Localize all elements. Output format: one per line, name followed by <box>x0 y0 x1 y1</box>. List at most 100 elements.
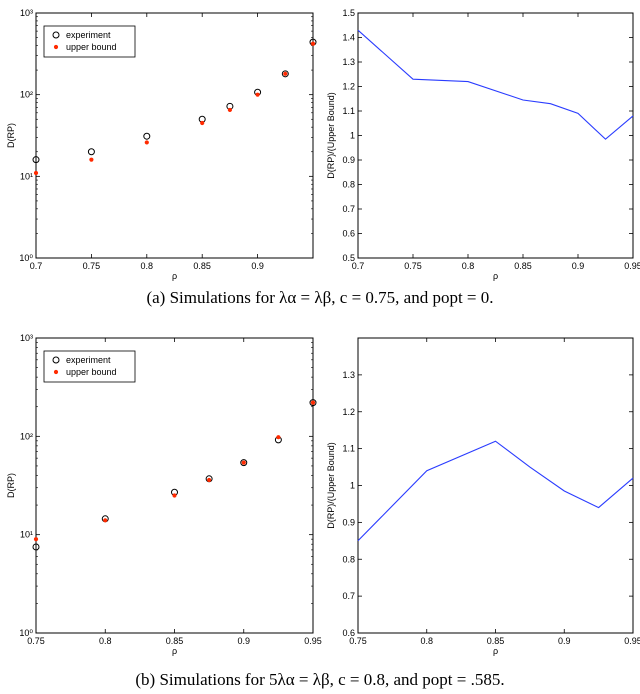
panel-b-right-chart: 0.75 0.8 0.85 0.9 0.95 0.6 0.7 0.8 0.9 1 1.1 1.2 1.3… <box>326 337 640 656</box>
x-tick-label: 0.9 <box>237 636 250 646</box>
x-axis-label: ρ <box>493 646 498 656</box>
x-tick-label: 0.9 <box>558 636 571 646</box>
caption-b: (b) Simulations for 5λα = λβ, c = 0.8, a… <box>135 670 504 689</box>
y-tick-label: 10¹ <box>20 171 33 181</box>
y-axis-label: D(RP) <box>6 123 16 148</box>
y-tick-label: 1 <box>350 481 355 491</box>
x-tick-label: 0.95 <box>624 261 640 271</box>
y-tick-label: 10⁰ <box>19 628 33 638</box>
x-tick-label: 0.75 <box>27 636 45 646</box>
ratio-line <box>357 29 634 140</box>
ratio-line <box>357 440 634 542</box>
x-tick-label: 0.8 <box>462 261 475 271</box>
y-tick-label: 10³ <box>20 333 33 343</box>
upper-bound-point <box>310 41 316 46</box>
legend-box <box>43 25 136 58</box>
x-tick-label: 0.85 <box>193 261 211 271</box>
y-axis-label: D(RP)/(Upper Bound) <box>326 442 336 529</box>
y-tick-label: 1.3 <box>342 57 355 67</box>
x-tick-label: 0.8 <box>420 636 433 646</box>
experiment-point <box>32 156 40 164</box>
caption-a: (a) Simulations for λα = λβ, c = 0.75, a… <box>146 288 493 307</box>
y-tick-label: 0.9 <box>342 517 355 527</box>
upper-bound-point <box>200 120 205 126</box>
x-tick-label: 0.8 <box>141 261 154 271</box>
experiment-point <box>87 148 95 156</box>
legend-upper-bound-label: upper bound <box>66 367 117 377</box>
x-tick-label: 0.85 <box>487 636 505 646</box>
x-tick-label: 0.95 <box>624 636 640 646</box>
y-tick-label: 0.5 <box>342 253 355 263</box>
y-tick-label: 1.1 <box>342 444 355 454</box>
y-tick-label: 1.1 <box>342 106 355 116</box>
x-tick-label: 0.85 <box>166 636 184 646</box>
axes-frame <box>35 12 314 259</box>
x-tick-label: 0.7 <box>352 261 365 271</box>
upper-bound-point <box>103 518 108 523</box>
y-tick-label: 10² <box>20 431 33 441</box>
panel-b-left-chart: 0.75 0.8 0.85 0.9 0.95 10⁰ 10¹ 10² 10³ ρ D(RP) expe… <box>6 333 322 656</box>
x-axis-label: ρ <box>172 271 177 281</box>
y-tick-label: 10¹ <box>20 530 33 540</box>
y-axis-label: D(RP) <box>6 473 16 498</box>
y-tick-label: 1.2 <box>342 407 355 417</box>
legend-experiment-label: experiment <box>66 355 111 365</box>
axes-frame <box>357 337 634 634</box>
y-axis-label: D(RP)/(Upper Bound) <box>326 92 336 179</box>
experiment-point <box>32 543 40 551</box>
legend-upper-bound-label: upper bound <box>66 42 117 52</box>
x-tick-label: 0.9 <box>251 261 264 271</box>
x-tick-label: 0.75 <box>349 636 367 646</box>
upper-bound-point <box>283 71 288 76</box>
x-tick-label: 0.75 <box>83 261 101 271</box>
x-tick-label: 0.75 <box>404 261 422 271</box>
y-tick-label: 1 <box>350 131 355 141</box>
experiment-point <box>281 70 289 78</box>
y-tick-label: 0.7 <box>342 204 355 214</box>
x-tick-label: 0.9 <box>572 261 585 271</box>
upper-bound-point <box>144 140 149 145</box>
upper-bound-point <box>310 400 316 405</box>
x-axis-label: ρ <box>172 646 177 656</box>
y-tick-label: 0.8 <box>342 180 355 190</box>
y-tick-label: 1.4 <box>342 33 355 43</box>
experiment-point <box>309 399 317 407</box>
y-tick-label: 0.7 <box>342 591 355 601</box>
y-tick-label: 1.5 <box>342 8 355 18</box>
x-tick-label: 0.8 <box>99 636 112 646</box>
y-tick-label: 0.9 <box>342 155 355 165</box>
experiment-point <box>240 459 248 467</box>
upper-bound-point <box>33 170 39 176</box>
y-tick-label: 0.6 <box>342 229 355 239</box>
upper-bound-point <box>89 157 94 162</box>
experiment-point <box>143 132 151 140</box>
legend-upper-bound-marker <box>53 369 59 375</box>
x-tick-label: 0.7 <box>30 261 43 271</box>
y-tick-label: 10³ <box>20 8 33 18</box>
y-tick-label: 10² <box>20 90 33 100</box>
upper-bound-point <box>241 460 246 465</box>
legend-experiment-marker <box>52 31 60 39</box>
upper-bound-point <box>172 493 177 498</box>
upper-bound-point <box>276 435 281 440</box>
panel-a-left-chart: 0.7 0.75 0.8 0.85 0.9 10⁰ 10¹ 10² 10³ ρ D(RP) exper… <box>6 8 317 281</box>
y-tick-label: 1.2 <box>342 82 355 92</box>
axes-frame <box>357 12 634 259</box>
panel-a-right-chart: 0.7 0.75 0.8 0.85 0.9 0.95 0.5 0.6 0.7 0.8 0.9 1 1.1… <box>326 8 640 281</box>
y-tick-label: 0.8 <box>342 554 355 564</box>
y-tick-label: 0.6 <box>342 628 355 638</box>
legend-experiment-marker <box>52 356 60 364</box>
upper-bound-point <box>255 92 260 97</box>
legend-upper-bound-marker <box>53 44 59 50</box>
x-axis-label: ρ <box>493 271 498 281</box>
upper-bound-point <box>227 107 232 113</box>
x-tick-label: 0.85 <box>514 261 532 271</box>
y-tick-label: 1.3 <box>342 370 355 380</box>
y-tick-label: 10⁰ <box>19 253 33 263</box>
x-tick-label: 0.95 <box>304 636 322 646</box>
legend-experiment-label: experiment <box>66 30 111 40</box>
legend-box <box>43 350 136 383</box>
upper-bound-point <box>33 537 39 542</box>
upper-bound-point <box>207 477 212 483</box>
